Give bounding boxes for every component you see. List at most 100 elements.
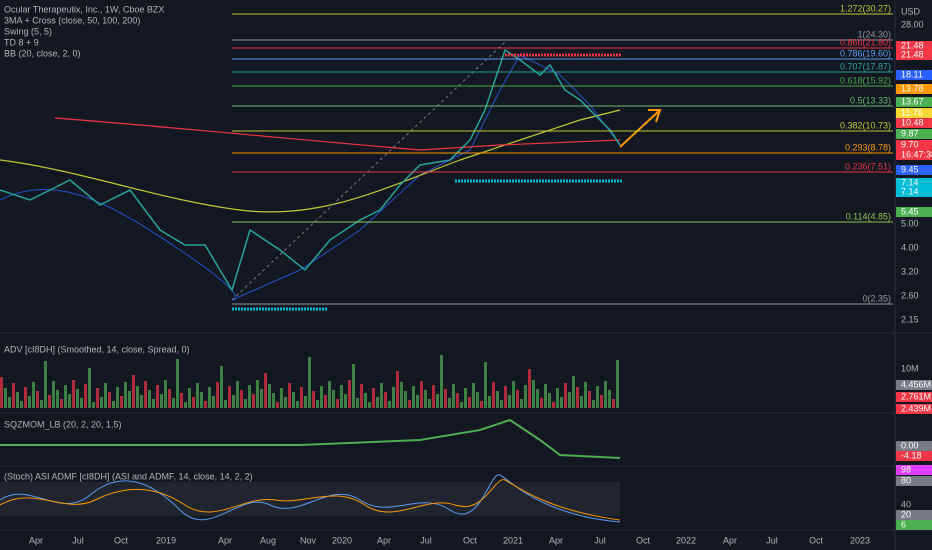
price-badge-label: 20 (901, 509, 911, 519)
time-axis-label: Jul (594, 535, 606, 545)
price-axis-label: USD (901, 6, 921, 16)
volume-bar (72, 380, 75, 408)
volume-bar (16, 392, 19, 408)
volume-bar (212, 396, 215, 408)
volume-bar (256, 380, 259, 408)
fib-label: 0.618(15.92) (840, 75, 891, 85)
volume-bar (196, 383, 199, 408)
volume-bar (456, 393, 459, 408)
volume-bar (148, 390, 151, 408)
volume-bar (600, 395, 603, 408)
volume-bar (388, 401, 391, 408)
stochastic (0, 474, 621, 523)
volume-bar (32, 382, 35, 408)
fib-label: 0.382(10.73) (840, 120, 891, 130)
volume-bar (328, 381, 331, 408)
volume-bar (512, 381, 515, 408)
price-badge-label: 10.48 (901, 117, 924, 127)
volume-bar (500, 400, 503, 408)
volume-bar (440, 355, 443, 408)
legend-line: 3MA + Cross (close, 50, 100, 200) (4, 15, 140, 25)
volume-bar (484, 362, 487, 408)
volume-bar (408, 400, 411, 408)
volume-bar (216, 382, 219, 408)
volume-bar (416, 395, 419, 408)
time-axis-label: 2023 (850, 535, 870, 545)
volume-bar (424, 390, 427, 408)
volume-bar (296, 401, 299, 408)
price-badge-label: 4.456M (901, 379, 931, 389)
volume-bar (432, 385, 435, 408)
volume-bar (344, 394, 347, 408)
volume-bar (616, 360, 619, 408)
volume-bar (40, 400, 43, 408)
time-axis-label: 2019 (156, 535, 176, 545)
price-badge-label: 13.78 (901, 83, 924, 93)
fib-label: 0.5(13.33) (850, 95, 891, 105)
volume-bar (308, 357, 311, 408)
volume-bar (68, 394, 71, 408)
time-axis-label: Apr (218, 535, 232, 545)
volume-bar (592, 400, 595, 408)
price-badge-label: 21.48 (901, 49, 924, 59)
volume-bar (88, 368, 91, 408)
fib-label: 1.272(30.27) (840, 3, 891, 13)
volume-bar (184, 402, 187, 408)
volume-bar (404, 391, 407, 408)
price-badge-label: 7.14 (901, 177, 919, 187)
price-badge (896, 70, 932, 80)
volume-bar (564, 383, 567, 408)
price-badge (896, 84, 932, 94)
volume-bar (316, 400, 319, 408)
volume-bar (412, 386, 415, 408)
volume-bar (232, 395, 235, 408)
volume-bar (260, 389, 263, 408)
volume-bar (352, 364, 355, 408)
price-badge-label: 2.761M (901, 391, 931, 401)
volume-bar (572, 376, 575, 408)
volume-bar (544, 384, 547, 408)
volume-bar (264, 373, 267, 408)
moving-average (54, 117, 621, 151)
volume-bar (596, 386, 599, 408)
time-axis-label: Oct (636, 535, 651, 545)
time-axis-label: Oct (463, 535, 478, 545)
volume-bar (340, 385, 343, 408)
fib-label: 0.236(7.51) (845, 161, 891, 171)
volume-bar (384, 392, 387, 408)
volume-bar (400, 382, 403, 408)
panel-title: SQZMOM_LB (20, 2, 20, 1.5) (4, 419, 122, 429)
volume-bar (380, 383, 383, 408)
volume-bar (36, 391, 39, 408)
volume-bar (576, 387, 579, 408)
volume-bar (64, 385, 67, 408)
panel-title: ADV [cI8DH] (Smoothed, 14, close, Spread… (4, 344, 190, 354)
price-badge (896, 187, 932, 197)
time-axis-label: Apr (723, 535, 737, 545)
price-badge-label: 6 (901, 519, 906, 529)
volume-bar (448, 398, 451, 408)
volume-bar (372, 388, 375, 408)
volume-bar (204, 401, 207, 408)
volume-bar (208, 387, 211, 408)
volume-bar (584, 382, 587, 408)
price-axis-label: 2.60 (901, 290, 919, 300)
price-badge (896, 520, 932, 530)
legend-line: BB (20, close, 2, 0) (4, 48, 81, 58)
volume-bar (132, 375, 135, 408)
volume-bar (152, 399, 155, 408)
volume-bar (304, 396, 307, 408)
volume-bar (20, 401, 23, 408)
time-axis-label: Nov (300, 535, 317, 545)
price-badge (896, 465, 932, 475)
price-badge (896, 140, 932, 150)
price-badge (896, 404, 932, 414)
price-badge-label: 2.439M (901, 403, 931, 413)
volume-bar (0, 377, 3, 408)
volume-bar (568, 392, 571, 408)
time-axis-label: Jul (766, 535, 778, 545)
volume-bar (356, 398, 359, 408)
price-badge (896, 165, 932, 175)
